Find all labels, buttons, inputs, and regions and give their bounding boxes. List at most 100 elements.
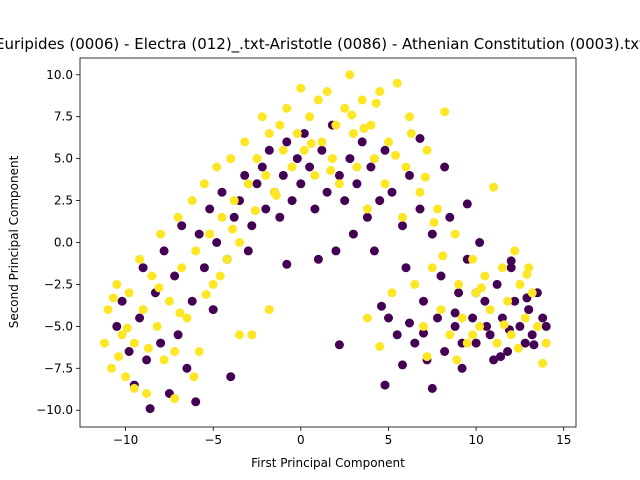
scatter-point-s1-52 [327, 154, 337, 164]
scatter-point-s0-36 [275, 212, 285, 222]
scatter-point-s0-66 [405, 170, 414, 180]
chart-title: Euripides (0006) - Electra (012)_.txt-Ar… [0, 35, 640, 54]
data-points [100, 70, 551, 414]
x-tick-label: 0 [297, 433, 305, 447]
y-tick-label: −7.5 [44, 361, 73, 375]
scatter-point-s1-109 [129, 383, 139, 393]
scatter-point-s1-40 [275, 120, 285, 130]
scatter-point-s0-112 [405, 318, 414, 328]
scatter-point-s1-80 [450, 229, 460, 239]
scatter-point-s1-77 [436, 305, 446, 315]
scatter-point-s0-7 [145, 404, 155, 414]
x-tick-label: 15 [556, 433, 571, 447]
scatter-point-s1-7 [129, 338, 139, 348]
scatter-point-s1-3 [112, 279, 122, 289]
scatter-point-s1-62 [369, 154, 379, 164]
x-tick-label: −5 [204, 433, 222, 447]
scatter-point-s1-29 [226, 154, 236, 164]
scatter-point-s1-131 [429, 217, 439, 227]
scatter-point-s1-25 [208, 279, 218, 289]
scatter-point-s1-60 [362, 204, 372, 214]
scatter-point-s1-83 [462, 338, 472, 348]
scatter-point-s0-89 [506, 263, 516, 273]
scatter-point-s1-104 [362, 313, 372, 323]
scatter-point-s0-101 [282, 259, 292, 269]
scatter-point-s1-126 [359, 123, 369, 133]
y-tick-label: −5.0 [44, 319, 73, 333]
scatter-point-s1-42 [282, 103, 292, 113]
scatter-point-s0-91 [515, 321, 525, 331]
scatter-point-s0-67 [410, 338, 420, 348]
scatter-point-s1-54 [334, 179, 344, 189]
scatter-point-s1-13 [156, 229, 166, 239]
scatter-point-s1-71 [410, 279, 420, 289]
scatter-point-s1-89 [489, 182, 499, 192]
scatter-point-s0-80 [468, 313, 478, 323]
scatter-point-s0-90 [510, 296, 520, 306]
scatter-point-s1-31 [235, 238, 244, 247]
scatter-point-s0-53 [348, 229, 358, 239]
scatter-point-s0-73 [436, 271, 446, 281]
scatter-point-s1-88 [485, 305, 495, 315]
y-tick-label: 0.0 [54, 236, 73, 250]
scatter-point-s1-110 [114, 352, 124, 362]
scatter-point-s1-9 [138, 305, 148, 315]
scatter-point-s1-87 [480, 271, 490, 281]
scatter-point-s1-116 [154, 283, 164, 293]
scatter-point-s1-58 [352, 162, 362, 172]
scatter-point-s0-46 [317, 145, 327, 155]
scatter-point-s1-76 [433, 204, 442, 214]
scatter-point-s1-48 [310, 170, 320, 180]
scatter-point-s1-125 [347, 110, 357, 120]
scatter-point-s1-114 [122, 323, 132, 333]
scatter-point-s1-1 [103, 305, 113, 315]
scatter-point-s0-2 [124, 347, 134, 356]
scatter-point-s0-56 [362, 212, 372, 222]
scatter-point-s1-119 [215, 271, 225, 281]
scatter-point-s1-14 [159, 355, 169, 365]
scatter-point-s1-50 [317, 137, 327, 147]
scatter-point-s0-33 [261, 204, 271, 214]
scatter-point-s0-109 [450, 308, 460, 318]
scatter-point-s1-51 [322, 87, 332, 96]
scatter-point-s1-102 [264, 305, 274, 315]
scatter-point-s0-75 [445, 212, 455, 222]
y-tick-label: 2.5 [54, 194, 73, 208]
scatter-point-s1-124 [326, 165, 336, 175]
y-axis-ticks: −10.0 −7.5 −5.0 −2.5 0.0 2.5 5.0 7.5 10.0 [36, 68, 80, 417]
scatter-point-s1-113 [143, 343, 153, 353]
scatter-point-s0-57 [366, 162, 376, 172]
scatter-point-s1-98 [527, 288, 537, 298]
scatter-point-s0-21 [208, 305, 218, 315]
scatter-point-s0-29 [243, 246, 253, 256]
scatter-point-s0-77 [454, 288, 464, 298]
scatter-point-s1-2 [107, 363, 116, 373]
scatter-point-s0-50 [334, 170, 344, 180]
scatter-point-s1-106 [422, 352, 432, 362]
scatter-point-s1-15 [164, 296, 174, 306]
scatter-point-s1-19 [182, 313, 192, 323]
scatter-point-s0-60 [380, 145, 390, 155]
scatter-point-s0-68 [415, 204, 425, 214]
scatter-point-s0-93 [524, 305, 534, 315]
scatter-point-s1-66 [387, 288, 397, 298]
scatter-point-s0-25 [226, 372, 236, 382]
scatter-point-s0-13 [173, 330, 183, 340]
scatter-point-s1-46 [299, 145, 309, 155]
scatter-point-s0-49 [331, 246, 341, 256]
scatter-point-s1-67 [392, 78, 402, 88]
scatter-point-s1-79 [445, 330, 455, 340]
scatter-point-s0-14 [177, 221, 187, 231]
scatter-point-s0-96 [538, 313, 548, 323]
scatter-point-s1-74 [422, 145, 432, 155]
scatter-point-s0-82 [475, 238, 485, 247]
scatter-point-s1-134 [499, 320, 509, 330]
scatter-point-s1-17 [173, 212, 183, 222]
scatter-point-s0-81 [471, 338, 481, 348]
scatter-point-s0-63 [392, 330, 402, 340]
scatter-point-s0-84 [485, 330, 495, 340]
scatter-point-s1-55 [340, 103, 350, 113]
scatter-point-s0-6 [142, 355, 152, 365]
scatter-point-s1-57 [348, 129, 358, 138]
